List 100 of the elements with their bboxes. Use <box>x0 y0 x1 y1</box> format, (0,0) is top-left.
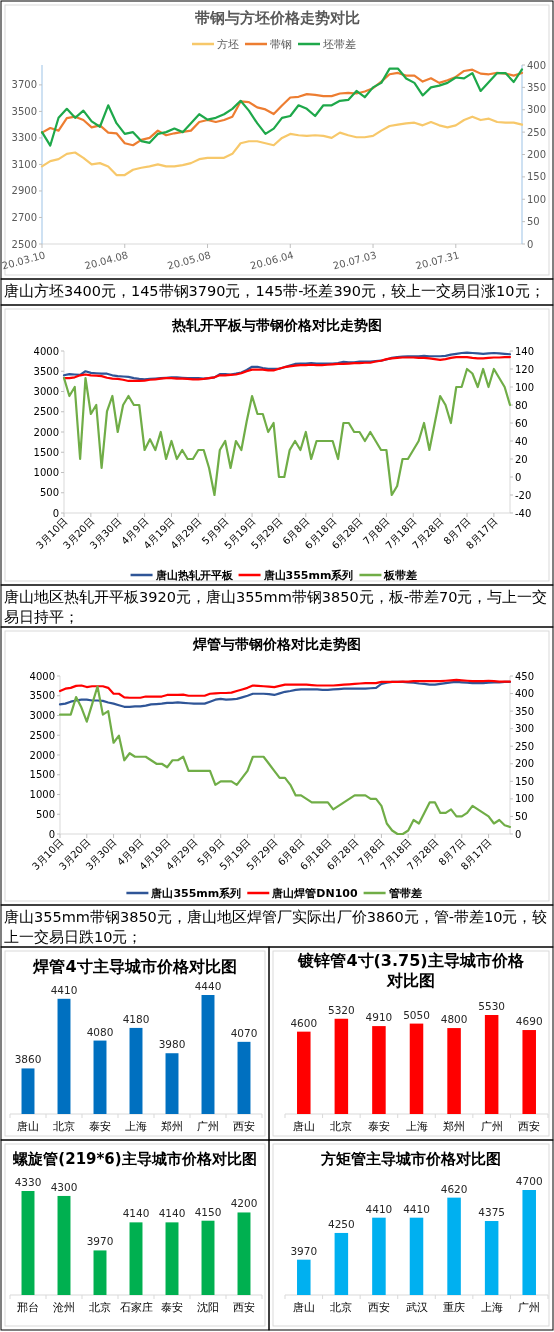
y2-tick-label: 0 <box>515 828 522 840</box>
y2-tick-label: 200 <box>527 149 547 160</box>
y-tick-label: 3000 <box>29 710 55 721</box>
x-tick-label: 沧州 <box>53 1301 75 1314</box>
y-tick-label: 2500 <box>29 729 55 741</box>
data-label: 4180 <box>122 1012 150 1025</box>
data-label: 4440 <box>194 980 222 992</box>
data-label: 4700 <box>515 1175 543 1187</box>
y-tick-label: 1000 <box>33 467 59 478</box>
y-tick-label: 1500 <box>29 769 55 781</box>
x-tick-label: 广州 <box>518 1301 541 1314</box>
chart-title: 镀锌管4寸(3.75)主导城市价格对比图 <box>297 951 525 990</box>
x-tick-label: 上海 <box>480 1301 503 1314</box>
y-tick-label: 4000 <box>33 345 59 357</box>
y-tick-label: 3000 <box>33 386 59 397</box>
x-tick-label: 重庆 <box>443 1301 466 1314</box>
y-tick-label: 2500 <box>11 238 37 250</box>
legend-label: 坯带差 <box>322 38 356 51</box>
data-label: 4250 <box>327 1217 355 1230</box>
data-label: 4300 <box>50 1180 78 1193</box>
y2-tick-label: 300 <box>515 723 535 735</box>
y2-tick-label: 0 <box>527 238 534 250</box>
y2-tick-label: 250 <box>527 126 547 138</box>
chart-title: 焊管4寸主导城市价格对比图 <box>32 957 237 976</box>
y-tick-label: 3300 <box>11 132 37 144</box>
y2-tick-label: 400 <box>515 688 535 700</box>
y2-tick-label: 150 <box>515 775 535 787</box>
y2-tick-label: 120 <box>515 363 535 375</box>
y2-tick-label: 400 <box>527 59 547 71</box>
data-label: 4375 <box>478 1206 506 1219</box>
x-tick-label: 郑州 <box>443 1120 466 1133</box>
data-label: 4070 <box>230 1026 258 1039</box>
legend-label: 唐山355mm系列 <box>150 887 242 900</box>
y2-tick-label: 100 <box>515 793 535 805</box>
x-tick-label: 泰安 <box>367 1120 390 1133</box>
x-tick-label: 西安 <box>518 1120 541 1133</box>
x-tick-label: 唐山 <box>292 1120 315 1133</box>
text: 唐山355mm带钢3850元，唐山地区焊管厂实际出厂价3860元，管-带差10元，较上一交易日跌10元； <box>4 909 548 945</box>
y2-tick-label: 50 <box>515 810 528 822</box>
data-label: 5320 <box>327 1003 355 1016</box>
y-tick-label: 2500 <box>33 406 59 418</box>
x-tick-label: 泰安 <box>89 1120 111 1133</box>
data-label: 4620 <box>440 1182 468 1195</box>
x-tick-label: 西安 <box>233 1120 255 1133</box>
data-label: 4410 <box>365 1202 393 1215</box>
y2-tick-label: 80 <box>515 399 528 411</box>
bar <box>409 1023 424 1114</box>
bar <box>297 1031 311 1114</box>
legend-label: 唐山焊管DN100 <box>271 887 358 900</box>
bar <box>522 1030 536 1114</box>
y-tick-label: 3500 <box>11 105 37 117</box>
data-label: 4410 <box>403 1202 430 1215</box>
chart-title: 热轧开平板与带钢价格对比走势图 <box>171 317 382 333</box>
legend-label: 管带差 <box>387 887 422 900</box>
y-tick-label: 1500 <box>33 446 59 458</box>
x-tick-label: 泰安 <box>161 1301 183 1314</box>
y-tick-label: 2900 <box>11 185 37 197</box>
y-tick-label: 3700 <box>11 79 37 91</box>
chart-title: 方矩管主导城市价格对比图 <box>320 1150 501 1168</box>
line-series <box>62 367 512 497</box>
data-label: 3980 <box>158 1038 186 1051</box>
text: 唐山地区热轧开平板3920元，唐山355mm带钢3850元，板-带差70元，与上一交易日持平； <box>4 589 548 625</box>
y-tick-label: 1000 <box>29 789 55 800</box>
y2-tick-label: 140 <box>515 345 535 357</box>
y-tick-label: 2000 <box>29 749 55 761</box>
y-tick-label: 2700 <box>11 211 37 223</box>
legend-label: 板带差 <box>383 569 418 582</box>
x-tick-label: 北京 <box>53 1120 75 1133</box>
data-label: 4690 <box>515 1015 543 1028</box>
legend-label: 唐山355mm系列 <box>262 569 354 582</box>
data-label: 4910 <box>365 1011 393 1024</box>
y-tick-label: 500 <box>35 808 55 820</box>
x-tick-label: 唐山 <box>17 1120 39 1133</box>
data-label: 4140 <box>122 1207 150 1220</box>
x-tick-label: 石家庄 <box>119 1301 153 1314</box>
y-tick-label: 3100 <box>11 158 37 170</box>
y2-tick-label: 100 <box>515 381 535 393</box>
y2-tick-label: 40 <box>515 435 528 447</box>
bar <box>447 1028 461 1114</box>
y-tick-label: 500 <box>39 487 59 499</box>
data-label: 4140 <box>158 1207 186 1220</box>
bar <box>484 1015 499 1114</box>
y2-tick-label: 350 <box>515 705 535 717</box>
x-tick-label: 北京 <box>330 1120 353 1133</box>
y2-tick-label: 450 <box>515 670 535 682</box>
text: 唐山方坯3400元，145带钢3790元，145带-坯差390元，较上一交易日涨10元； <box>4 283 545 299</box>
y-tick-label: 0 <box>52 507 59 519</box>
data-label: 3860 <box>14 1053 42 1066</box>
line-series <box>40 115 524 177</box>
y2-tick-label: 100 <box>527 193 547 205</box>
data-label: 5530 <box>478 1000 506 1012</box>
y2-tick-label: 60 <box>515 417 528 429</box>
x-tick-label: 北京 <box>330 1301 353 1314</box>
x-tick-label: 广州 <box>480 1120 503 1133</box>
y2-tick-label: 150 <box>527 171 547 183</box>
y2-tick-label: 0 <box>515 471 522 483</box>
y2-tick-label: -40 <box>515 507 532 519</box>
x-tick-label: 西安 <box>367 1301 390 1314</box>
line-series <box>58 678 512 699</box>
y2-tick-label: -20 <box>515 489 532 501</box>
